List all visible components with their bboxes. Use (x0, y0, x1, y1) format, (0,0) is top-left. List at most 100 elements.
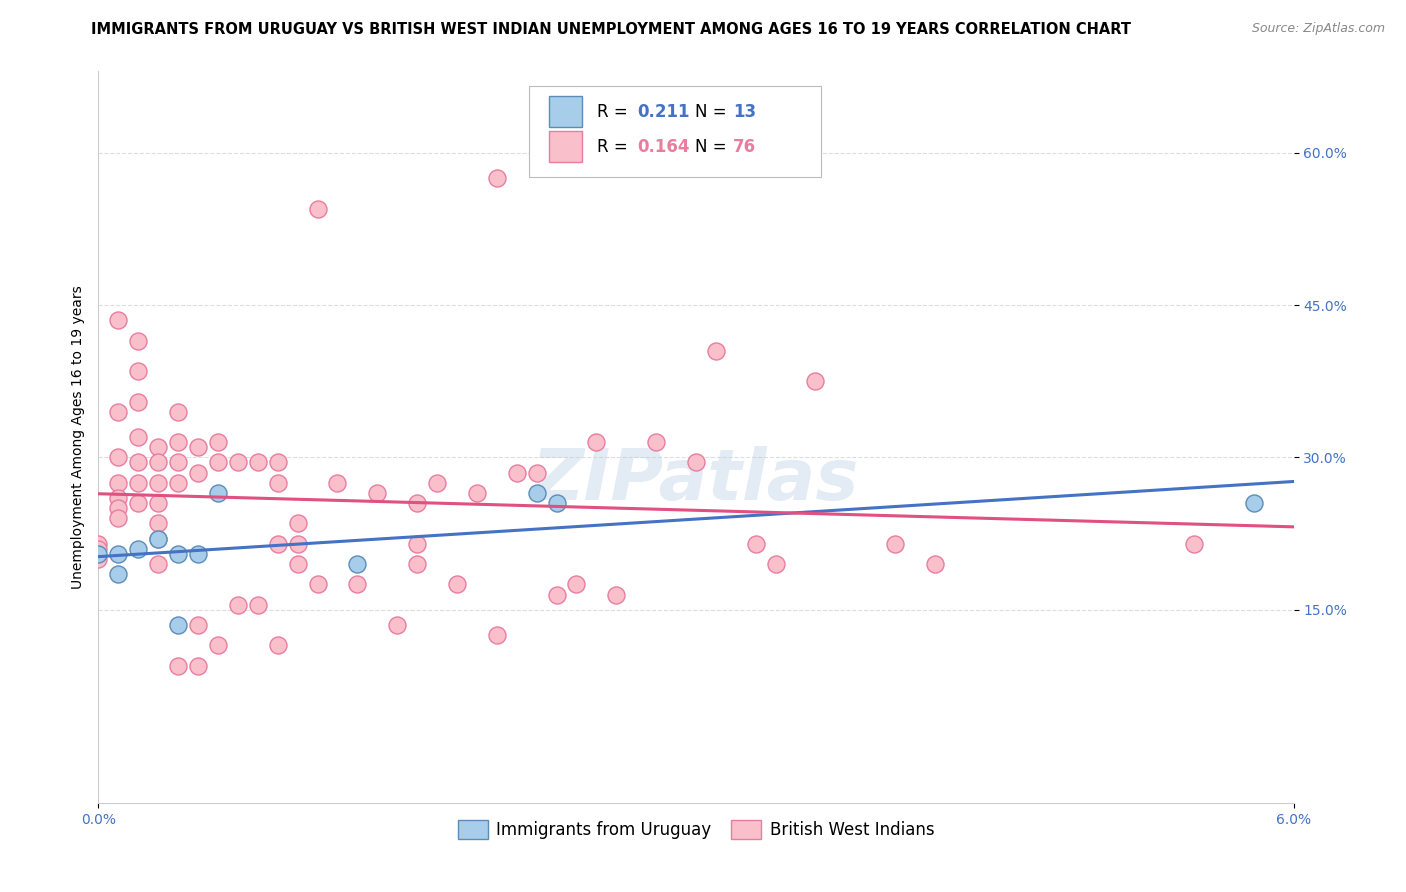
Point (485, 171, 508, 186)
Point (226, 598, 249, 612)
Point (326, 475, 349, 490)
Point (884, 537, 907, 551)
Point (287, 537, 309, 551)
Point (246, 598, 269, 612)
Point (346, 577, 368, 591)
Point (287, 557, 309, 571)
Point (267, 475, 290, 490)
Point (167, 475, 190, 490)
Point (565, 577, 588, 591)
Point (107, 313, 129, 327)
Point (107, 475, 129, 490)
Text: ZIPatlas: ZIPatlas (533, 447, 859, 516)
Point (107, 491, 129, 505)
Point (148, 557, 170, 571)
Point (107, 567, 129, 582)
Point (187, 440, 209, 454)
Point (148, 440, 170, 454)
Point (167, 455, 190, 469)
Text: N =: N = (695, 103, 727, 120)
FancyBboxPatch shape (548, 131, 582, 162)
Point (804, 374, 827, 388)
Point (148, 532, 170, 546)
Point (127, 430, 149, 444)
Point (267, 455, 290, 469)
Text: N =: N = (695, 137, 727, 156)
Text: 76: 76 (733, 137, 756, 156)
Point (187, 466, 209, 480)
Point (446, 577, 468, 591)
Text: 13: 13 (733, 103, 756, 120)
Point (167, 547, 190, 561)
Point (148, 475, 170, 490)
Text: IMMIGRANTS FROM URUGUAY VS BRITISH WEST INDIAN UNEMPLOYMENT AMONG AGES 16 TO 19 : IMMIGRANTS FROM URUGUAY VS BRITISH WEST … (91, 22, 1132, 37)
Point (506, 466, 529, 480)
Point (107, 501, 129, 516)
Point (645, 435, 668, 450)
Point (605, 588, 627, 602)
Point (765, 557, 787, 571)
Point (307, 202, 329, 216)
Text: 0.164: 0.164 (637, 137, 690, 156)
Point (704, 343, 727, 358)
Point (127, 541, 149, 556)
Point (207, 638, 229, 652)
Point (267, 537, 290, 551)
Point (148, 455, 170, 469)
Y-axis label: Unemployment Among Ages 16 to 19 years: Unemployment Among Ages 16 to 19 years (70, 285, 84, 589)
Point (127, 455, 149, 469)
Point (107, 547, 129, 561)
Point (485, 628, 508, 642)
Point (406, 496, 429, 510)
Point (1243, 496, 1265, 510)
Text: R =: R = (596, 103, 627, 120)
Point (127, 394, 149, 409)
Point (187, 547, 209, 561)
Point (246, 455, 269, 469)
Point (226, 455, 249, 469)
Point (307, 577, 329, 591)
Point (187, 618, 209, 632)
Point (107, 405, 129, 419)
Point (1182, 537, 1205, 551)
Point (366, 486, 388, 500)
Point (167, 405, 190, 419)
Point (287, 516, 309, 531)
Point (127, 334, 149, 348)
Point (127, 364, 149, 378)
Point (924, 557, 946, 571)
Point (207, 435, 229, 450)
Point (526, 466, 548, 480)
Text: R =: R = (596, 137, 627, 156)
Point (526, 486, 548, 500)
Point (207, 455, 229, 469)
Point (546, 496, 568, 510)
Point (148, 496, 170, 510)
Point (685, 455, 707, 469)
Point (167, 658, 190, 673)
Point (585, 435, 607, 450)
Text: 0.211: 0.211 (637, 103, 690, 120)
Point (385, 618, 409, 632)
Point (87, 537, 110, 551)
Point (107, 511, 129, 525)
Text: Source: ZipAtlas.com: Source: ZipAtlas.com (1251, 22, 1385, 36)
Point (107, 450, 129, 465)
Point (87, 541, 110, 556)
Legend: Immigrants from Uruguay, British West Indians: Immigrants from Uruguay, British West In… (451, 814, 941, 846)
Point (187, 658, 209, 673)
Point (406, 537, 429, 551)
Point (267, 638, 290, 652)
Point (207, 486, 229, 500)
Point (426, 475, 449, 490)
Point (87, 552, 110, 566)
FancyBboxPatch shape (529, 86, 821, 178)
Point (465, 486, 488, 500)
Point (167, 435, 190, 450)
Point (546, 588, 568, 602)
FancyBboxPatch shape (548, 96, 582, 127)
Point (745, 537, 768, 551)
Point (87, 547, 110, 561)
Point (406, 557, 429, 571)
Point (148, 516, 170, 531)
